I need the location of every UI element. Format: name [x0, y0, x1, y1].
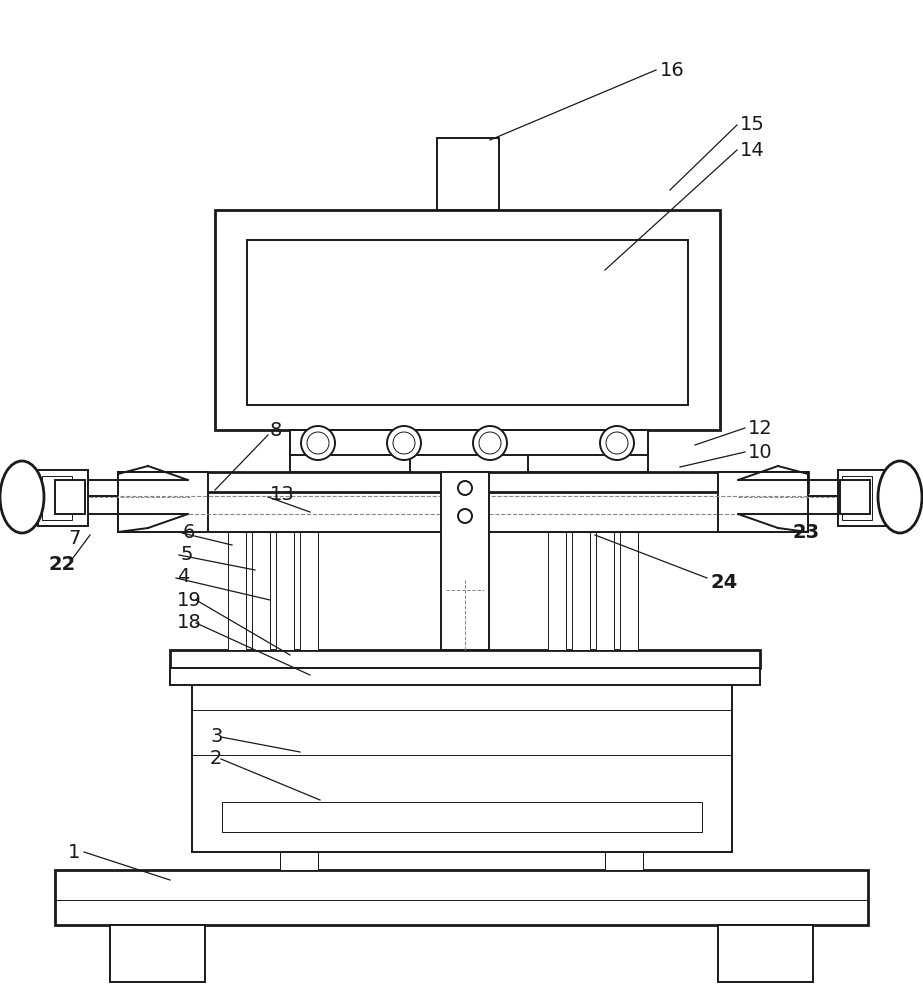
Bar: [605, 852, 643, 870]
Text: 12: 12: [748, 418, 773, 438]
Circle shape: [473, 426, 507, 460]
Bar: [228, 506, 280, 532]
Circle shape: [600, 426, 634, 460]
Bar: [548, 532, 566, 650]
Text: 13: 13: [270, 486, 294, 504]
Bar: [118, 492, 808, 532]
Bar: [38, 470, 88, 526]
Text: 6: 6: [183, 522, 196, 542]
Bar: [118, 472, 808, 492]
Bar: [290, 447, 410, 472]
Text: 10: 10: [748, 442, 773, 462]
Text: 8: 8: [270, 420, 282, 440]
Circle shape: [387, 426, 421, 460]
Bar: [718, 925, 813, 982]
Bar: [228, 532, 246, 650]
Text: 5: 5: [180, 544, 193, 564]
Bar: [528, 447, 648, 472]
Bar: [192, 677, 732, 852]
Bar: [437, 138, 499, 210]
Circle shape: [301, 426, 335, 460]
Circle shape: [606, 432, 628, 454]
Circle shape: [479, 432, 501, 454]
Bar: [222, 802, 702, 832]
Bar: [252, 532, 270, 650]
Circle shape: [458, 481, 472, 495]
Bar: [840, 480, 870, 514]
Bar: [247, 240, 688, 405]
Bar: [838, 470, 888, 526]
Bar: [596, 532, 614, 650]
Text: 7: 7: [68, 528, 80, 548]
Bar: [55, 870, 868, 925]
Text: 22: 22: [48, 556, 76, 574]
Text: 2: 2: [210, 748, 222, 768]
Bar: [441, 472, 489, 650]
Bar: [300, 532, 318, 650]
Bar: [55, 480, 85, 514]
Text: 16: 16: [660, 60, 685, 80]
Bar: [842, 476, 872, 520]
Text: 1: 1: [68, 842, 80, 861]
Ellipse shape: [0, 461, 44, 533]
Bar: [215, 210, 720, 430]
Circle shape: [393, 432, 415, 454]
Bar: [170, 668, 760, 685]
Bar: [718, 472, 808, 532]
Circle shape: [458, 509, 472, 523]
Bar: [280, 852, 318, 870]
Text: 19: 19: [177, 590, 202, 609]
Text: 3: 3: [210, 726, 222, 746]
Ellipse shape: [878, 461, 922, 533]
Circle shape: [307, 432, 329, 454]
Text: 15: 15: [740, 115, 765, 134]
Bar: [290, 430, 648, 455]
Bar: [620, 532, 638, 650]
Bar: [110, 925, 205, 982]
Bar: [118, 472, 208, 532]
Bar: [572, 532, 590, 650]
Text: 18: 18: [177, 613, 202, 633]
Bar: [42, 476, 72, 520]
Text: 4: 4: [177, 568, 189, 586]
Bar: [588, 506, 640, 532]
Text: 14: 14: [740, 140, 765, 159]
Bar: [276, 532, 294, 650]
Bar: [170, 650, 760, 668]
Text: 23: 23: [793, 522, 821, 542]
Text: 24: 24: [710, 572, 737, 591]
